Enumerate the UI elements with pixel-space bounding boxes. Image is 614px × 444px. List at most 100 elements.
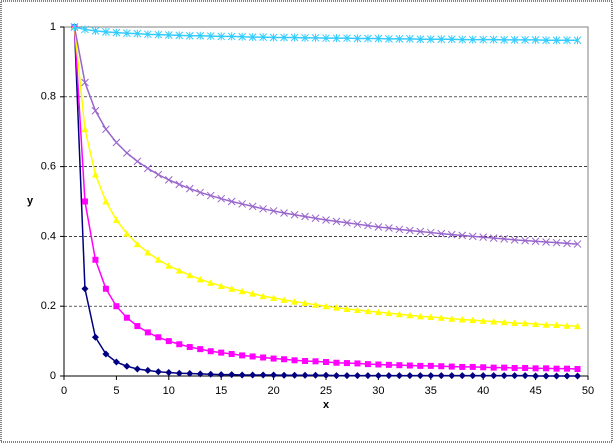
marker	[521, 35, 529, 44]
y-tick-label: 1	[50, 21, 56, 33]
marker	[102, 285, 109, 292]
y-tick-label: 0.8	[41, 91, 56, 103]
marker	[510, 35, 519, 44]
marker	[185, 31, 194, 40]
marker	[81, 285, 89, 293]
marker	[312, 371, 320, 379]
marker	[417, 362, 424, 369]
marker	[469, 316, 477, 324]
marker	[260, 354, 267, 361]
marker	[154, 256, 162, 263]
marker	[385, 34, 393, 43]
marker	[218, 349, 225, 356]
marker	[91, 26, 100, 35]
marker	[479, 35, 488, 44]
marker	[553, 372, 561, 380]
marker	[290, 210, 299, 219]
marker	[102, 27, 110, 36]
marker	[564, 365, 571, 372]
marker	[374, 372, 382, 380]
marker	[573, 240, 582, 248]
marker	[81, 78, 89, 87]
marker	[123, 362, 131, 370]
y-tick-label: 0	[50, 370, 56, 382]
marker	[416, 312, 424, 320]
x-tick-label: 25	[320, 385, 332, 397]
marker	[532, 365, 539, 372]
marker	[217, 194, 226, 203]
marker	[175, 31, 184, 40]
marker	[302, 357, 309, 364]
marker	[437, 314, 445, 321]
marker	[427, 362, 434, 369]
marker	[259, 371, 267, 379]
marker	[165, 338, 172, 345]
marker	[112, 358, 120, 366]
marker	[406, 372, 414, 380]
marker	[332, 372, 340, 380]
marker	[500, 234, 509, 243]
marker	[91, 333, 99, 341]
x-axis-label: x	[323, 399, 330, 411]
marker	[521, 236, 529, 245]
x-tick-label: 30	[372, 385, 384, 397]
marker	[332, 217, 341, 226]
marker	[123, 230, 131, 237]
marker	[469, 363, 476, 370]
marker	[164, 31, 173, 40]
marker	[249, 353, 256, 360]
marker	[165, 262, 173, 269]
marker	[91, 106, 100, 115]
marker	[573, 36, 582, 45]
marker	[176, 341, 183, 348]
marker	[374, 34, 383, 43]
x-tick-label: 15	[215, 385, 227, 397]
marker	[448, 315, 456, 322]
marker	[447, 230, 456, 239]
marker	[332, 304, 340, 311]
marker	[531, 35, 540, 44]
marker	[405, 34, 414, 43]
marker	[322, 302, 330, 310]
marker	[248, 202, 257, 211]
marker	[521, 319, 529, 327]
marker	[364, 307, 372, 315]
marker	[479, 372, 487, 380]
marker	[343, 218, 351, 227]
marker	[133, 29, 142, 38]
marker	[563, 239, 571, 248]
marker	[374, 223, 383, 231]
marker	[553, 365, 560, 372]
marker	[364, 372, 372, 380]
marker	[196, 370, 204, 378]
marker	[280, 371, 288, 379]
marker	[269, 33, 278, 42]
marker	[343, 305, 351, 312]
marker	[70, 23, 79, 31]
marker	[102, 350, 110, 358]
marker	[311, 214, 320, 223]
marker	[542, 372, 550, 380]
marker	[447, 35, 456, 44]
marker	[395, 372, 403, 380]
marker	[217, 371, 225, 379]
marker	[270, 355, 277, 362]
marker	[207, 370, 215, 378]
marker	[343, 34, 351, 43]
marker	[490, 372, 498, 380]
marker	[123, 29, 131, 38]
marker	[364, 34, 372, 43]
marker	[374, 308, 382, 316]
marker	[542, 36, 550, 45]
marker	[322, 216, 330, 224]
marker	[459, 363, 466, 370]
marker	[270, 371, 278, 379]
marker	[206, 32, 215, 41]
marker	[468, 35, 477, 44]
marker	[522, 364, 529, 371]
marker	[196, 31, 205, 40]
x-tick-label: 10	[163, 385, 175, 397]
marker	[134, 323, 141, 330]
marker	[437, 35, 446, 44]
x-tick-label: 50	[582, 385, 594, 397]
